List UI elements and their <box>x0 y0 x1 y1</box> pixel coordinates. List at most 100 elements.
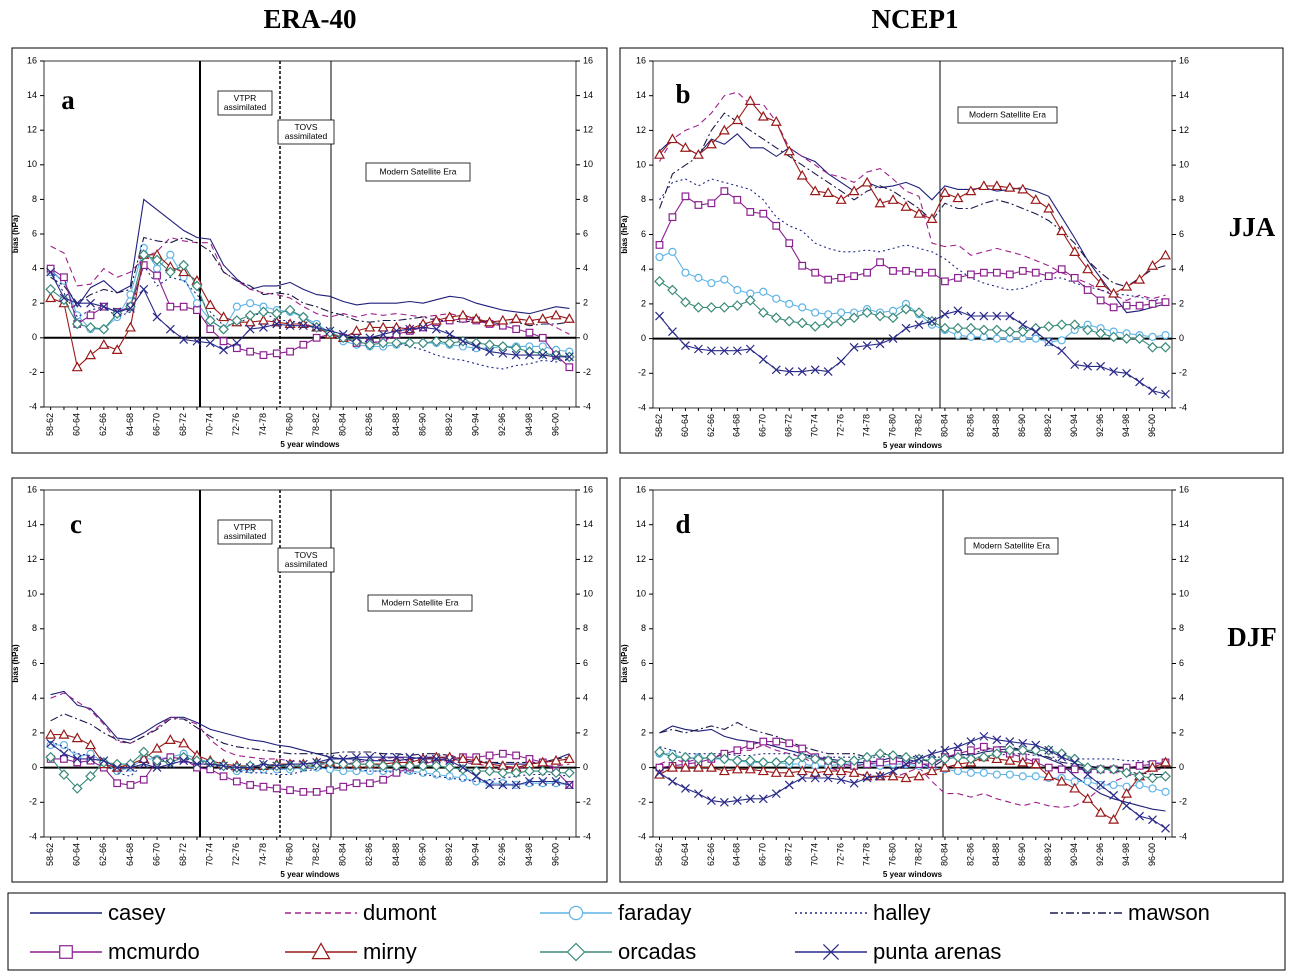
marker <box>966 746 975 755</box>
marker <box>810 773 820 783</box>
series-line <box>50 254 570 369</box>
x-tick-label: 58-62 <box>654 843 664 866</box>
x-tick-label: 90-94 <box>471 413 481 436</box>
marker <box>497 341 509 352</box>
marker <box>654 746 665 758</box>
y2-tick-label: 4 <box>1179 693 1184 703</box>
marker <box>822 765 834 776</box>
marker <box>1147 772 1158 784</box>
marker <box>259 351 268 359</box>
marker <box>888 334 898 344</box>
y2-tick-label: 4 <box>583 693 588 703</box>
marker <box>1030 758 1042 769</box>
marker <box>312 333 321 342</box>
marker <box>125 758 136 770</box>
y-tick-label: 16 <box>636 484 646 494</box>
y2-tick-label: 6 <box>1179 658 1184 668</box>
marker <box>444 311 456 322</box>
marker <box>1161 389 1170 399</box>
marker <box>681 341 690 350</box>
marker <box>485 751 494 760</box>
series-line <box>658 112 1166 288</box>
marker <box>246 299 255 308</box>
marker <box>667 284 678 296</box>
marker <box>457 753 469 764</box>
marker <box>1135 780 1144 790</box>
marker <box>979 311 989 321</box>
marker <box>1030 194 1042 204</box>
marker <box>1070 757 1080 767</box>
marker <box>1108 331 1119 343</box>
marker <box>926 765 938 776</box>
marker <box>952 758 964 769</box>
y2-tick-label: 10 <box>583 159 593 169</box>
row-header: JJA <box>1229 212 1276 242</box>
marker <box>444 762 455 773</box>
panel-label: d <box>675 509 690 539</box>
marker <box>889 267 897 275</box>
marker <box>1109 303 1118 312</box>
marker <box>809 321 821 332</box>
x-tick-label: 76-80 <box>284 413 294 436</box>
y2-tick-label: -4 <box>583 831 591 841</box>
y2-tick-label: 6 <box>583 228 588 238</box>
y2-tick-label: 12 <box>583 125 593 135</box>
y2-tick-label: 14 <box>1179 90 1189 100</box>
marker <box>458 763 468 773</box>
marker <box>470 313 482 323</box>
marker <box>417 760 429 772</box>
x-tick-label: 70-74 <box>810 414 820 437</box>
marker <box>498 749 507 758</box>
marker <box>785 239 794 248</box>
x-tick-label: 80-84 <box>338 843 348 866</box>
marker <box>992 334 1001 343</box>
y2-tick-label: 10 <box>583 588 593 598</box>
marker <box>139 261 148 270</box>
marker <box>1070 360 1080 370</box>
y-tick-label: 6 <box>641 658 646 668</box>
marker <box>46 738 56 748</box>
marker <box>771 789 781 799</box>
y-tick-label: 6 <box>32 658 37 668</box>
x-tick-label: 66-70 <box>758 843 768 866</box>
marker <box>1018 772 1027 781</box>
marker <box>432 770 441 779</box>
marker <box>445 772 454 781</box>
marker <box>45 292 57 303</box>
marker <box>484 339 495 351</box>
y2-tick-label: 0 <box>583 332 588 342</box>
marker <box>772 221 781 230</box>
marker <box>351 758 362 770</box>
series-line <box>659 741 1166 770</box>
marker <box>966 270 975 279</box>
series-line <box>659 133 1166 314</box>
marker <box>1083 286 1092 294</box>
x-tick-label: 90-94 <box>1069 414 1079 437</box>
marker <box>939 322 951 334</box>
marker <box>783 755 795 767</box>
x-tick-label: 76-80 <box>887 843 897 866</box>
marker <box>444 337 455 349</box>
marker <box>1031 268 1040 277</box>
y-tick-label: 2 <box>641 727 646 737</box>
series-line <box>659 190 1166 308</box>
marker <box>1017 183 1029 194</box>
annotation-text: Modern Satellite Era <box>379 166 456 176</box>
marker <box>537 313 549 323</box>
marker <box>811 308 820 317</box>
marker <box>498 348 508 358</box>
marker <box>1017 326 1029 338</box>
marker <box>511 780 521 790</box>
marker <box>731 755 743 767</box>
marker <box>58 294 70 306</box>
marker <box>744 763 756 774</box>
marker <box>1004 181 1016 192</box>
marker <box>965 185 977 196</box>
marker <box>836 775 846 785</box>
marker <box>404 760 416 772</box>
marker <box>563 313 575 323</box>
marker <box>219 345 228 355</box>
y2-tick-label: 8 <box>1179 623 1184 633</box>
marker <box>537 765 549 777</box>
